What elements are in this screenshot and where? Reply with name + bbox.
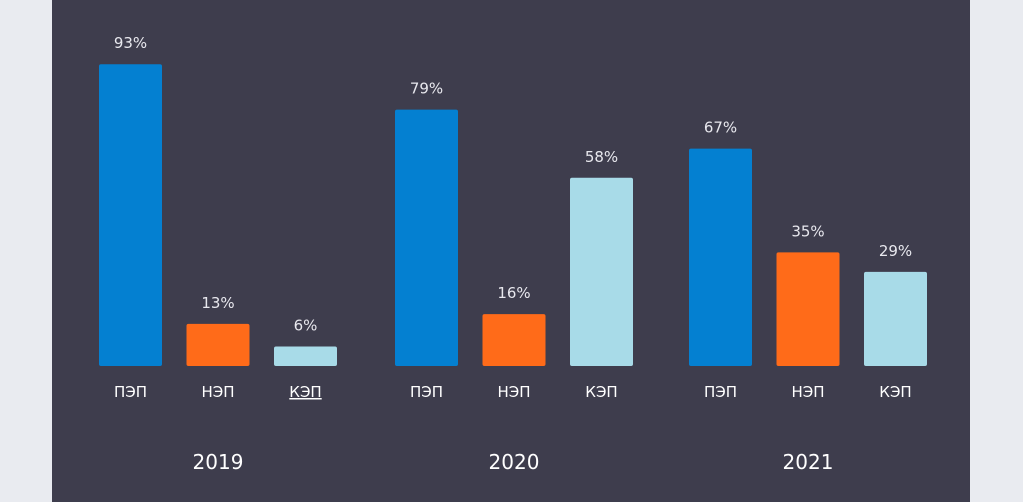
value-label-2019-nep: 13%	[201, 294, 234, 312]
category-label-2019-pep: ПЭП	[114, 383, 147, 401]
value-label-2020-pep: 79%	[410, 80, 443, 98]
year-label-2019: 2019	[193, 450, 244, 474]
category-label-2020-pep: ПЭП	[410, 383, 443, 401]
value-label-2020-nep: 16%	[497, 284, 530, 302]
bar-2019-kep	[274, 346, 337, 366]
category-label-2021-nep: НЭП	[791, 383, 824, 401]
category-label-2019-kep: КЭП	[289, 383, 321, 401]
value-label-2021-nep: 35%	[791, 222, 824, 240]
chart-panel: 93% ПЭП 13% НЭП 6% КЭП 2019 79% ПЭП 16% НЭП 58% КЭП 2…	[52, 0, 970, 502]
category-label-2019-nep: НЭП	[201, 383, 234, 401]
bar-2021-pep	[689, 148, 752, 366]
bar-2021-kep	[864, 271, 927, 366]
bar-2019-nep	[186, 323, 250, 366]
bar-2019-pep	[99, 64, 162, 366]
category-label-2021-pep: ПЭП	[704, 383, 737, 401]
value-label-2019-pep: 93%	[114, 34, 147, 52]
category-label-2021-kep: КЭП	[879, 383, 911, 401]
year-label-2021: 2021	[783, 450, 834, 474]
value-label-2021-pep: 67%	[704, 119, 737, 137]
bar-2020-pep	[395, 109, 458, 367]
value-label-2021-kep: 29%	[879, 242, 912, 260]
year-label-2020: 2020	[489, 450, 540, 474]
bar-2021-nep	[776, 252, 840, 366]
bar-2020-nep	[482, 314, 546, 366]
bar-chart: 93% ПЭП 13% НЭП 6% КЭП 2019 79% ПЭП 16% НЭП 58% КЭП 2…	[99, 34, 927, 474]
category-label-2020-nep: НЭП	[497, 383, 530, 401]
value-label-2020-kep: 58%	[585, 148, 618, 166]
value-label-2019-kep: 6%	[294, 317, 318, 335]
bar-2020-kep	[570, 177, 633, 366]
category-label-2020-kep: КЭП	[585, 383, 617, 401]
